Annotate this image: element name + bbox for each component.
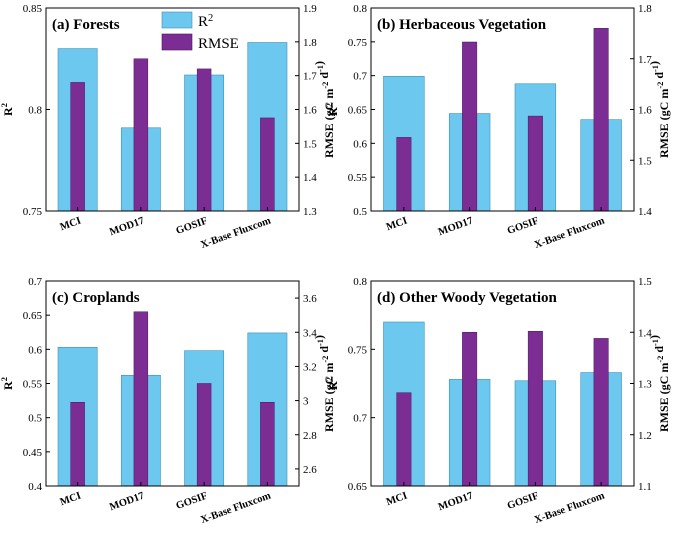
chart-panel-1: 0.75 0.8 0.85 1.3 1.4 1.5 1.6 1.7 1.8 1.9 MCI MOD17… (0, 3, 336, 251)
left-tick-label: 0.65 (348, 481, 368, 493)
left-tick-label: 0.5 (353, 206, 367, 218)
category-label: X-Base Fluxcom (533, 215, 606, 251)
category-label: MCI (59, 490, 83, 508)
right-tick-label: 1.8 (638, 3, 652, 15)
left-axis-label: R2 (0, 377, 15, 390)
right-tick-label: 1.7 (303, 71, 317, 83)
right-tick-label: 1.4 (303, 172, 317, 184)
right-tick-label: 1.6 (303, 105, 317, 117)
legend-swatch-r2 (161, 11, 193, 29)
rmse-bar-4 (593, 28, 609, 212)
rmse-bar-2 (462, 41, 478, 212)
left-tick-label: 0.65 (348, 105, 368, 117)
rmse-bar-1 (70, 82, 85, 212)
panel-title: (d) Other Woody Vegetation (377, 290, 558, 306)
category-label: GOSIF (175, 215, 209, 237)
rmse-bar-2 (133, 58, 149, 212)
left-tick-label: 0.55 (348, 172, 368, 184)
left-axis-label: R2 (0, 103, 15, 116)
right-tick-label: 2.6 (303, 464, 317, 476)
category-label: GOSIF (506, 215, 540, 237)
right-axis-label: RMSE (gC m-2 d-1) (312, 61, 336, 158)
left-tick-label: 0.7 (28, 276, 42, 288)
category-label: MOD17 (108, 490, 146, 513)
rmse-bar-3 (527, 330, 543, 487)
right-axis-label: RMSE (gC m-2 d-1) (647, 61, 671, 158)
rmse-bar-1 (70, 402, 85, 487)
rmse-bar-3 (196, 68, 212, 212)
rmse-bar-2 (462, 332, 478, 487)
rmse-bar-4 (260, 117, 275, 212)
category-label: X-Base Fluxcom (199, 215, 272, 251)
category-label: MOD17 (108, 215, 146, 238)
category-label: MCI (59, 215, 83, 233)
right-axis-label: RMSE (gC m-2 d-1) (647, 335, 671, 432)
right-tick-label: 1.8 (303, 37, 317, 49)
right-tick-label: 3 (303, 396, 309, 408)
right-tick-label: 3.4 (303, 327, 317, 339)
right-tick-label: 1.5 (303, 138, 317, 150)
rmse-bar-3 (527, 115, 543, 212)
chart-panel-4: 0.65 0.7 0.75 0.8 1.1 1.2 1.3 1.4 1.5 MCI MOD17 GOS… (325, 276, 671, 526)
right-tick-label: 1.1 (638, 481, 652, 493)
category-label: X-Base Fluxcom (199, 490, 272, 526)
rmse-bar-4 (260, 402, 275, 487)
category-label: MOD17 (437, 215, 475, 238)
left-tick-label: 0.45 (23, 447, 43, 459)
right-tick-label: 1.7 (638, 54, 652, 66)
right-tick-label: 1.2 (638, 430, 652, 442)
chart-panel-3: 0.4 0.45 0.5 0.55 0.6 0.65 0.7 2.6 2.8 3 3.2 3.4 3.6… (0, 276, 336, 526)
left-tick-label: 0.5 (28, 413, 42, 425)
left-tick-label: 0.8 (353, 3, 367, 15)
left-tick-label: 0.55 (23, 379, 43, 391)
left-tick-label: 0.75 (23, 206, 43, 218)
legend-swatch-rmse (161, 33, 193, 51)
right-tick-label: 1.5 (638, 155, 652, 167)
right-tick-label: 1.9 (303, 3, 317, 15)
right-tick-label: 1.4 (638, 206, 652, 218)
left-tick-label: 0.8 (28, 105, 42, 117)
right-tick-label: 1.4 (638, 327, 652, 339)
panel-title: (c) Croplands (52, 290, 140, 306)
chart-panel-2: 0.5 0.55 0.6 0.65 0.7 0.75 0.8 1.4 1.5 1.6 1.7 1.8 M… (325, 3, 671, 251)
panel-title: (b) Herbaceous Vegetation (377, 17, 547, 33)
legend-label-r2: R2 (198, 13, 213, 30)
right-axis-label: RMSE (gC m-2 d-1) (312, 335, 336, 432)
category-label: GOSIF (175, 490, 209, 512)
left-tick-label: 0.4 (28, 481, 42, 493)
left-axis-label: R2 (325, 377, 340, 390)
category-label: MCI (385, 490, 409, 508)
left-tick-label: 0.7 (353, 413, 367, 425)
rmse-bar-1 (396, 137, 412, 212)
rmse-bar-2 (133, 311, 149, 487)
right-tick-label: 1.3 (638, 379, 652, 391)
right-tick-label: 1.6 (638, 105, 652, 117)
category-label: GOSIF (506, 490, 540, 512)
category-label: MOD17 (437, 490, 475, 513)
rmse-bar-3 (196, 383, 212, 487)
right-tick-label: 3.6 (303, 293, 317, 305)
left-tick-label: 0.85 (23, 3, 43, 15)
left-tick-label: 0.6 (353, 138, 367, 150)
right-tick-label: 1.5 (638, 276, 652, 288)
rmse-bar-4 (593, 338, 609, 487)
left-tick-label: 0.7 (353, 71, 367, 83)
rmse-bar-1 (396, 392, 412, 487)
left-axis-label: R2 (325, 103, 340, 116)
left-tick-label: 0.8 (353, 276, 367, 288)
right-tick-label: 1.3 (303, 206, 317, 218)
right-tick-label: 2.8 (303, 430, 317, 442)
left-tick-label: 0.65 (23, 310, 43, 322)
legend-label-rmse: RMSE (198, 36, 239, 52)
left-tick-label: 0.6 (28, 344, 42, 356)
panel-title: (a) Forests (52, 17, 120, 33)
left-tick-label: 0.75 (348, 37, 368, 49)
left-tick-label: 0.75 (348, 344, 368, 356)
category-label: MCI (385, 215, 409, 233)
category-label: X-Base Fluxcom (533, 490, 606, 526)
right-tick-label: 3.2 (303, 361, 317, 373)
